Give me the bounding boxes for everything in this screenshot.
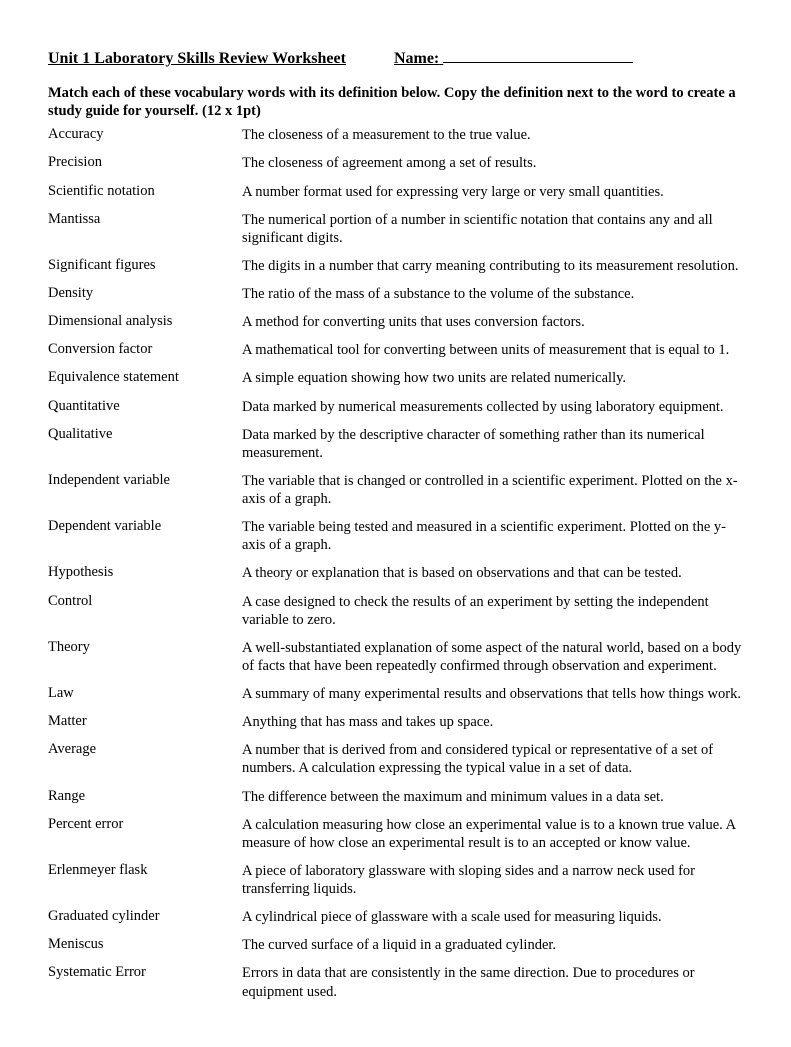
definition-row: Dependent variableThe variable being tes… bbox=[48, 514, 743, 560]
definition-text: The variable being tested and measured i… bbox=[242, 518, 743, 554]
definition-row: TheoryA well-substantiated explanation o… bbox=[48, 635, 743, 681]
definition-text: The digits in a number that carry meanin… bbox=[242, 257, 743, 275]
page-title: Unit 1 Laboratory Skills Review Workshee… bbox=[48, 50, 346, 68]
definition-row: LawA summary of many experimental result… bbox=[48, 681, 743, 709]
definition-text: A summary of many experimental results a… bbox=[242, 685, 743, 703]
definition-text: The ratio of the mass of a substance to … bbox=[242, 285, 743, 303]
definition-text: The difference between the maximum and m… bbox=[242, 788, 743, 806]
definition-text: A cylindrical piece of glassware with a … bbox=[242, 908, 743, 926]
definition-text: The closeness of a measurement to the tr… bbox=[242, 126, 743, 144]
term-label: Erlenmeyer flask bbox=[48, 862, 242, 879]
term-label: Equivalence statement bbox=[48, 369, 242, 386]
definition-text: The numerical portion of a number in sci… bbox=[242, 211, 743, 247]
definition-text: A well-substantiated explanation of some… bbox=[242, 639, 743, 675]
definition-row: Erlenmeyer flaskA piece of laboratory gl… bbox=[48, 858, 743, 904]
definition-text: Errors in data that are consistently in … bbox=[242, 964, 743, 1000]
definition-text: Anything that has mass and takes up spac… bbox=[242, 713, 743, 731]
definition-row: MeniscusThe curved surface of a liquid i… bbox=[48, 932, 743, 960]
definitions-list: AccuracyThe closeness of a measurement t… bbox=[48, 122, 743, 1006]
term-label: Precision bbox=[48, 154, 242, 171]
term-label: Conversion factor bbox=[48, 341, 242, 358]
term-label: Average bbox=[48, 741, 242, 758]
definition-text: A number format used for expressing very… bbox=[242, 183, 743, 201]
term-label: Independent variable bbox=[48, 472, 242, 489]
term-label: Mantissa bbox=[48, 211, 242, 228]
definition-text: The closeness of agreement among a set o… bbox=[242, 154, 743, 172]
term-label: Matter bbox=[48, 713, 242, 730]
definition-row: Equivalence statementA simple equation s… bbox=[48, 365, 743, 393]
definition-row: HypothesisA theory or explanation that i… bbox=[48, 560, 743, 588]
definition-row: PrecisionThe closeness of agreement amon… bbox=[48, 150, 743, 178]
definition-text: A case designed to check the results of … bbox=[242, 593, 743, 629]
term-label: Law bbox=[48, 685, 242, 702]
term-label: Accuracy bbox=[48, 126, 242, 143]
header: Unit 1 Laboratory Skills Review Workshee… bbox=[48, 48, 743, 68]
term-label: Meniscus bbox=[48, 936, 242, 953]
definition-text: A simple equation showing how two units … bbox=[242, 369, 743, 387]
definition-row: Graduated cylinderA cylindrical piece of… bbox=[48, 904, 743, 932]
term-label: Theory bbox=[48, 639, 242, 656]
definition-text: The curved surface of a liquid in a grad… bbox=[242, 936, 743, 954]
term-label: Density bbox=[48, 285, 242, 302]
definition-text: The variable that is changed or controll… bbox=[242, 472, 743, 508]
definition-row: AccuracyThe closeness of a measurement t… bbox=[48, 122, 743, 150]
definition-text: Data marked by numerical measurements co… bbox=[242, 398, 743, 416]
definition-row: Systematic ErrorErrors in data that are … bbox=[48, 960, 743, 1006]
term-label: Hypothesis bbox=[48, 564, 242, 581]
definition-row: QuantitativeData marked by numerical mea… bbox=[48, 394, 743, 422]
term-label: Control bbox=[48, 593, 242, 610]
definition-row: Conversion factorA mathematical tool for… bbox=[48, 337, 743, 365]
definition-text: A theory or explanation that is based on… bbox=[242, 564, 743, 582]
definition-row: RangeThe difference between the maximum … bbox=[48, 784, 743, 812]
definition-row: Dimensional analysisA method for convert… bbox=[48, 309, 743, 337]
definition-text: A number that is derived from and consid… bbox=[242, 741, 743, 777]
term-label: Graduated cylinder bbox=[48, 908, 242, 925]
worksheet-page: Unit 1 Laboratory Skills Review Workshee… bbox=[0, 0, 791, 1047]
definition-row: QualitativeData marked by the descriptiv… bbox=[48, 422, 743, 468]
definition-row: MantissaThe numerical portion of a numbe… bbox=[48, 207, 743, 253]
definition-text: A piece of laboratory glassware with slo… bbox=[242, 862, 743, 898]
term-label: Percent error bbox=[48, 816, 242, 833]
term-label: Significant figures bbox=[48, 257, 242, 274]
name-label: Name: bbox=[394, 48, 633, 68]
definition-row: Independent variableThe variable that is… bbox=[48, 468, 743, 514]
definition-text: A calculation measuring how close an exp… bbox=[242, 816, 743, 852]
term-label: Quantitative bbox=[48, 398, 242, 415]
definition-row: Significant figuresThe digits in a numbe… bbox=[48, 253, 743, 281]
definition-row: DensityThe ratio of the mass of a substa… bbox=[48, 281, 743, 309]
term-label: Qualitative bbox=[48, 426, 242, 443]
definition-row: ControlA case designed to check the resu… bbox=[48, 589, 743, 635]
definition-text: A mathematical tool for converting betwe… bbox=[242, 341, 743, 359]
definition-row: AverageA number that is derived from and… bbox=[48, 737, 743, 783]
term-label: Scientific notation bbox=[48, 183, 242, 200]
name-label-text: Name: bbox=[394, 50, 439, 67]
definition-text: A method for converting units that uses … bbox=[242, 313, 743, 331]
term-label: Dependent variable bbox=[48, 518, 242, 535]
definition-text: Data marked by the descriptive character… bbox=[242, 426, 743, 462]
term-label: Dimensional analysis bbox=[48, 313, 242, 330]
term-label: Systematic Error bbox=[48, 964, 242, 981]
term-label: Range bbox=[48, 788, 242, 805]
definition-row: Scientific notationA number format used … bbox=[48, 179, 743, 207]
name-blank-line[interactable] bbox=[443, 48, 633, 63]
definition-row: MatterAnything that has mass and takes u… bbox=[48, 709, 743, 737]
instructions-text: Match each of these vocabulary words wit… bbox=[48, 84, 743, 120]
definition-row: Percent errorA calculation measuring how… bbox=[48, 812, 743, 858]
